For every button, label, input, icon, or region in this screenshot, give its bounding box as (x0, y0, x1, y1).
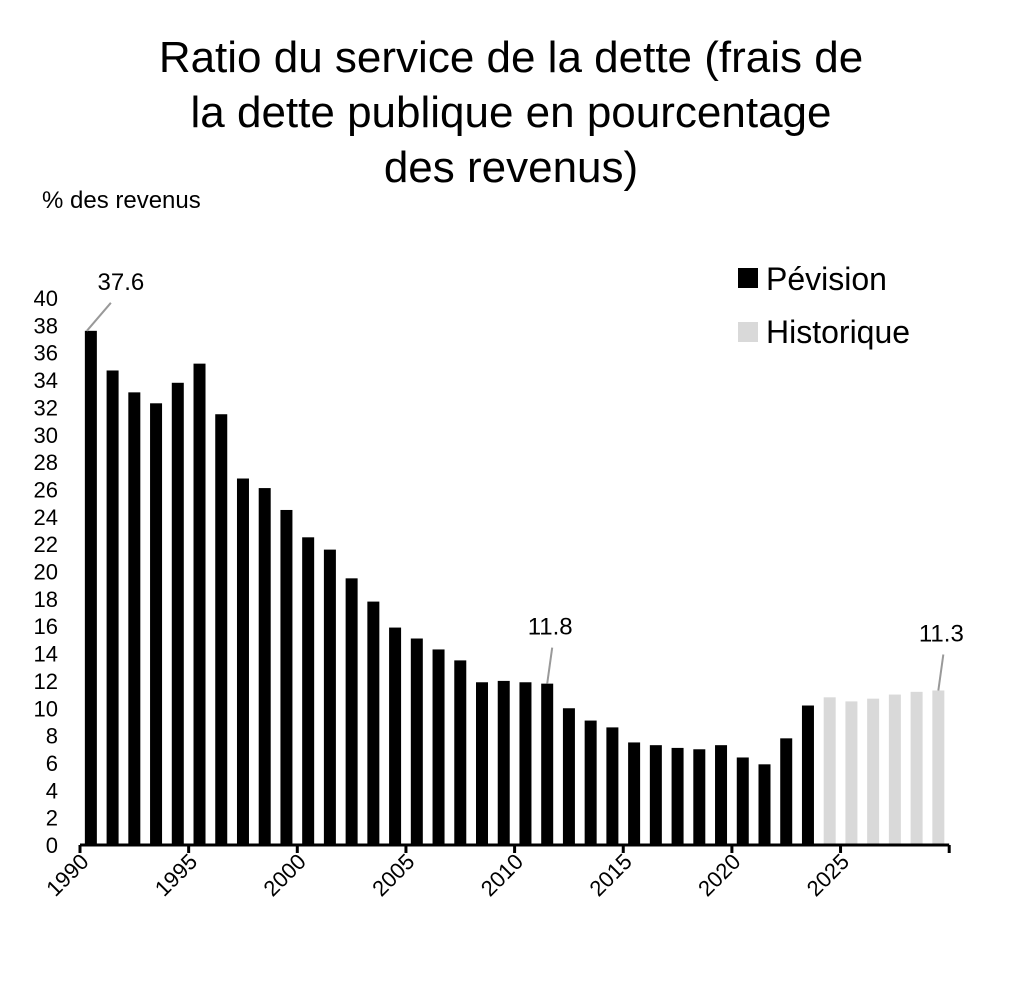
bar-2004 (389, 627, 402, 845)
bar-1997 (236, 478, 249, 845)
annotation-label-2011: 11.8 (528, 614, 573, 641)
y-tick-label: 38 (34, 313, 58, 338)
bar-2016 (649, 745, 662, 845)
annotations: 37.6 11.8 11.3 (86, 269, 964, 691)
legend: Pévision Historique (738, 261, 910, 350)
bar-2029 (932, 690, 945, 845)
y-tick-label: 30 (34, 423, 58, 448)
y-tick-label: 4 (46, 778, 58, 803)
y-tick-label: 22 (34, 532, 58, 557)
y-tick-label: 36 (34, 341, 58, 366)
legend-swatch-gray (738, 322, 758, 342)
y-tick-label: 18 (34, 587, 58, 612)
y-tick-label: 40 (34, 286, 58, 311)
y-tick-label: 12 (34, 669, 58, 694)
bar-2021 (758, 764, 771, 845)
bar-1990 (84, 330, 97, 845)
bar-2002 (345, 578, 358, 845)
bars (84, 330, 945, 845)
chart-title: Ratio du service de la dette (frais de l… (159, 33, 863, 192)
annotation-leader (937, 654, 945, 691)
title-line-1: Ratio du service de la dette (frais de (159, 33, 863, 82)
bar-2018 (693, 749, 706, 845)
x-tick-label: 2010 (476, 849, 528, 901)
bar-2011 (541, 683, 554, 845)
y-tick-label: 32 (34, 395, 58, 420)
bar-1991 (106, 370, 119, 845)
y-tick-label: 34 (34, 368, 58, 393)
y-axis-label: % des revenus (42, 187, 201, 214)
y-tick-label: 14 (34, 642, 58, 667)
bar-2023 (801, 705, 814, 845)
x-tick-label: 2000 (259, 849, 311, 901)
bar-2020 (736, 757, 749, 845)
bar-2008 (476, 682, 489, 845)
bar-2025 (845, 701, 858, 845)
y-tick-label: 2 (46, 806, 58, 831)
bar-2022 (780, 738, 793, 845)
bar-2013 (584, 720, 597, 845)
bar-2026 (867, 698, 880, 845)
x-tick-label: 2015 (584, 849, 636, 901)
title-line-2: la dette publique en pourcentage (191, 88, 832, 137)
annotation-label-2029: 11.3 (919, 620, 964, 647)
bar-2019 (715, 745, 728, 845)
bar-2028 (910, 691, 923, 845)
bar-2027 (888, 694, 901, 845)
bar-2005 (410, 638, 423, 845)
y-tick-label: 10 (34, 696, 58, 721)
y-tick-label: 8 (46, 724, 58, 749)
bar-2024 (823, 697, 836, 845)
y-tick-label: 16 (34, 614, 58, 639)
bar-2003 (367, 601, 380, 845)
x-tick-label: 1995 (150, 849, 202, 901)
bar-2000 (302, 537, 315, 845)
bar-1993 (150, 403, 163, 845)
y-tick-label: 20 (34, 560, 58, 585)
legend-label-0: Pévision (766, 261, 887, 297)
y-tick-label: 6 (46, 751, 58, 776)
bar-2012 (562, 708, 575, 845)
legend-label-1: Historique (766, 314, 910, 350)
bar-1998 (258, 488, 271, 845)
y-tick-label: 24 (34, 505, 58, 530)
legend-swatch-black (738, 268, 758, 288)
bar-1992 (128, 392, 141, 845)
bar-2010 (519, 682, 532, 845)
bar-2014 (606, 727, 619, 845)
bar-1999 (280, 509, 293, 845)
x-axis (78, 843, 951, 853)
x-tick-label: 2005 (367, 849, 419, 901)
annotation-leader (86, 302, 112, 332)
bar-2001 (323, 549, 336, 845)
bar-1996 (215, 414, 228, 845)
x-tick-label: 2025 (802, 849, 854, 901)
bar-2009 (497, 680, 510, 845)
annotation-label-1990: 37.6 (98, 269, 145, 296)
bar-2007 (454, 660, 467, 845)
bar-2015 (628, 742, 641, 845)
title-line-3: des revenus) (384, 143, 638, 192)
bar-1994 (171, 382, 184, 845)
annotation-leader (546, 647, 554, 684)
y-tick-label: 26 (34, 477, 58, 502)
bar-1995 (193, 363, 206, 845)
y-tick-label: 28 (34, 450, 58, 475)
y-tick-label: 0 (46, 833, 58, 858)
bar-2006 (432, 649, 445, 845)
x-tick-label: 2020 (693, 849, 745, 901)
bar-2017 (671, 747, 684, 845)
x-tick-labels: 1990 1995 2000 2005 2010 2015 2020 2025 (41, 849, 854, 901)
